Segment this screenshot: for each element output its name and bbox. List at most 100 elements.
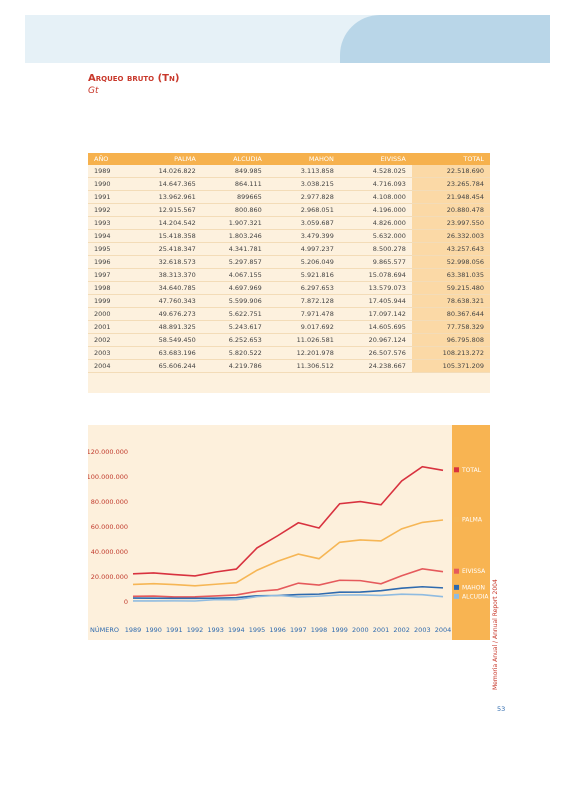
legend-label: ALCUDIA (462, 593, 489, 600)
table-cell: 9.865.577 (339, 255, 412, 269)
series-line (132, 593, 444, 602)
table-cell: 1996 (88, 255, 130, 269)
table-cell: 38.313.370 (129, 268, 202, 282)
legend-swatch (454, 593, 459, 599)
table-cell: 5.622.751 (201, 307, 268, 321)
x-tick-label: 1996 (269, 626, 286, 634)
table-cell: 78.638.321 (411, 294, 490, 308)
table-cell: 1993 (88, 216, 130, 230)
table-cell: 23.997.550 (411, 216, 490, 230)
table-row: 1993 14.204.542 1.907.321 3.059.687 4.826.00… (88, 216, 490, 230)
table-cell: 26.507.576 (339, 346, 412, 360)
x-tick-label: 2001 (373, 626, 390, 634)
table-cell: 4.067.155 (201, 268, 268, 282)
table-cell: 25.418.347 (129, 242, 202, 256)
table-cell: 3.038.215 (267, 177, 340, 191)
series-line (132, 568, 444, 598)
table-cell: 5.599.906 (201, 294, 268, 308)
legend-swatch (454, 568, 459, 574)
table-row: 2003 63.683.196 5.820.522 12.201.978 26.507.… (88, 346, 490, 360)
x-tick-label: 1999 (331, 626, 348, 634)
table-row: 1989 14.026.822 849.985 3.113.858 4.528.025 2… (88, 165, 490, 178)
table-cell: 48.891.325 (129, 320, 202, 334)
table-row: 1994 15.418.358 1.803.246 3.479.399 5.632.00… (88, 229, 490, 243)
title: Arqueo bruto (Tn) (88, 73, 180, 84)
table-cell: 1.907.321 (201, 216, 268, 230)
table-panel: AÑO PALMA ALCUDIA MAHON EIVISSA TOTAL 1989 14.0… (88, 153, 490, 393)
table-cell: 6.297.653 (267, 281, 340, 295)
table-cell: 20.967.124 (339, 333, 412, 347)
table-cell: 2002 (88, 333, 130, 347)
table-cell: 2000 (88, 307, 130, 321)
table-cell: 108.213.272 (411, 346, 490, 360)
table-cell: 9.017.692 (267, 320, 340, 334)
table-cell: 1995 (88, 242, 130, 256)
series-line (132, 585, 444, 600)
x-tick-label: 1997 (290, 626, 307, 634)
table-row: 2004 65.606.244 4.219.786 11.306.512 24.238.… (88, 359, 490, 373)
table-cell: 2.968.051 (267, 203, 340, 217)
table-cell: 26.332.003 (411, 229, 490, 243)
x-tick-label: 2002 (393, 626, 410, 634)
table-cell: 13.962.961 (129, 190, 202, 204)
y-tick-label: 40.000.000 (91, 548, 128, 556)
table-cell: 23.265.784 (411, 177, 490, 191)
table-cell: 77.758.329 (411, 320, 490, 334)
legend-label: EIVISSA (462, 568, 486, 575)
table-cell: 1991 (88, 190, 130, 204)
legend-label: MAHON (462, 584, 485, 591)
x-tick-label: 1998 (311, 626, 328, 634)
table-cell: 5.206.049 (267, 255, 340, 269)
table-cell: 5.632.000 (339, 229, 412, 243)
y-tick-label: 60.000.000 (91, 523, 128, 531)
table-cell: 2001 (88, 320, 130, 334)
x-tick-label: 1991 (166, 626, 183, 634)
column-header: PALMA (129, 153, 202, 165)
table-cell: 14.204.542 (129, 216, 202, 230)
table-cell: 1999 (88, 294, 130, 308)
table-cell: 7.872.128 (267, 294, 340, 308)
x-tick-label: 1994 (228, 626, 245, 634)
table-cell: 11.306.512 (267, 359, 340, 373)
table-cell: 3.479.399 (267, 229, 340, 243)
chart: NÚMERO 0 20.000.000 40.000.000 60.000.000 80… (88, 425, 490, 640)
table-row: 1997 38.313.370 4.067.155 5.921.816 15.078.6… (88, 268, 490, 282)
table-row: 1992 12.915.567 800.860 2.968.051 4.196.000 2… (88, 203, 490, 217)
subtitle: Gt (88, 86, 99, 96)
legend-label: PALMA (462, 516, 483, 523)
table-cell: 12.915.567 (129, 203, 202, 217)
table-row: 1990 14.647.365 864.111 3.038.215 4.716.093 2… (88, 177, 490, 191)
legend-panel (452, 425, 490, 640)
table-cell: 80.367.644 (411, 307, 490, 321)
table-cell: 7.971.478 (267, 307, 340, 321)
table-cell: 4.528.025 (339, 165, 412, 178)
table-cell: 5.243.617 (201, 320, 268, 334)
table-cell: 65.606.244 (129, 359, 202, 373)
x-tick-label: 1993 (207, 626, 224, 634)
table-cell: 5.297.857 (201, 255, 268, 269)
table-cell: 2004 (88, 359, 130, 373)
table-cell: 20.880.478 (411, 203, 490, 217)
legend-swatch (454, 516, 459, 522)
x-tick-label: 1989 (125, 626, 142, 634)
table-cell: 849.985 (201, 165, 268, 178)
table-cell: 22.518.690 (411, 165, 490, 178)
table-row: 2002 58.549.450 6.252.653 11.026.581 20.967.… (88, 333, 490, 347)
table-cell: 5.921.816 (267, 268, 340, 282)
x-tick-label: 2003 (414, 626, 431, 634)
x-tick-label: 1990 (145, 626, 162, 634)
series-line (132, 519, 444, 587)
table-cell: 899665 (201, 190, 268, 204)
table-cell: 14.605.695 (339, 320, 412, 334)
x-tick-label: 1992 (187, 626, 204, 634)
banner-accent (340, 15, 550, 63)
table-cell: 5.820.522 (201, 346, 268, 360)
table-cell: 4.826.000 (339, 216, 412, 230)
table-cell: 17.097.142 (339, 307, 412, 321)
x-tick-label: 2004 (435, 626, 452, 634)
table-cell: 4.716.093 (339, 177, 412, 191)
table-cell: 52.998.056 (411, 255, 490, 269)
column-header: EIVISSA (339, 153, 412, 165)
table-row: 1998 34.640.785 4.697.969 6.297.653 13.579.0… (88, 281, 490, 295)
